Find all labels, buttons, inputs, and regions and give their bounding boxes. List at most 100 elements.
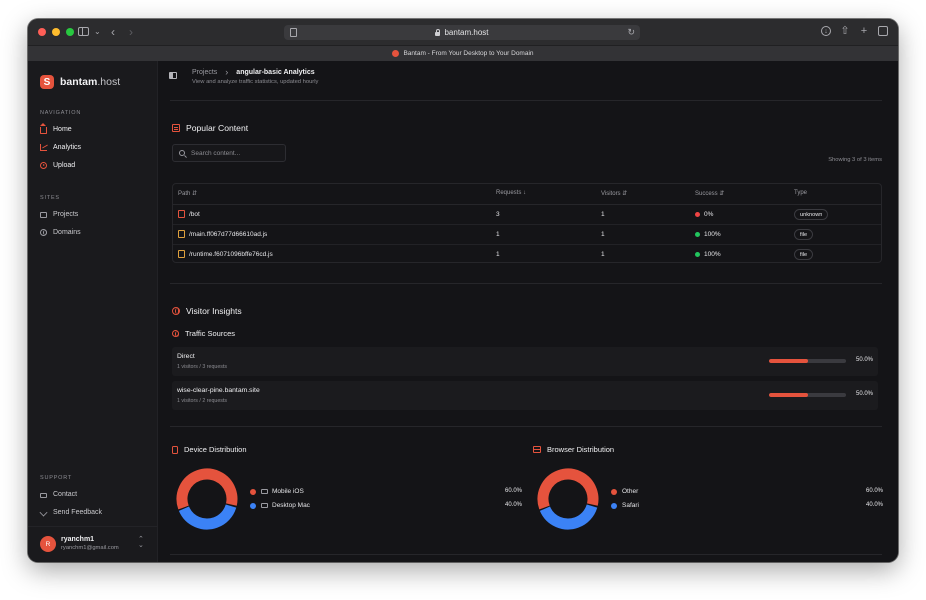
file-icon xyxy=(178,250,185,258)
column-type: Type xyxy=(794,190,808,196)
device-distribution-title: Device Distribution xyxy=(184,445,247,454)
globe-icon xyxy=(40,229,47,236)
close-window-button[interactable] xyxy=(38,28,46,36)
table-row[interactable]: /runtime.f6071096bffe76cd.js 1 1 100% fi… xyxy=(173,245,881,262)
monitor-icon xyxy=(261,489,268,494)
sort-desc-icon: ↓ xyxy=(523,190,527,196)
brand-suffix: .host xyxy=(97,76,121,88)
chevron-right-icon: › xyxy=(225,67,229,77)
sidebar-item-domains[interactable]: Domains xyxy=(40,229,81,236)
sidebar-item-label: Contact xyxy=(53,491,78,498)
home-icon xyxy=(40,123,47,134)
window-controls xyxy=(38,28,74,36)
reload-icon[interactable]: ↻ xyxy=(627,27,635,37)
new-tab-icon[interactable]: + xyxy=(860,25,868,37)
sidebar: S bantam.host NAVIGATION Home Analytics … xyxy=(28,61,158,562)
source-progress-fill xyxy=(769,359,808,363)
status-dot-icon xyxy=(695,231,700,237)
legend-percent: 60.0% xyxy=(865,488,883,494)
url-text: bantam.host xyxy=(444,28,489,37)
minimize-window-button[interactable] xyxy=(52,28,60,36)
user-name: ryanchm1 xyxy=(61,536,95,543)
type-badge: file xyxy=(794,249,814,260)
browser-distribution-heading: Browser Distribution xyxy=(533,445,614,454)
legend-dot-icon xyxy=(250,503,256,509)
divider xyxy=(170,283,882,284)
search-box[interactable] xyxy=(172,144,286,162)
column-path[interactable]: Path ⇵ xyxy=(178,191,198,197)
source-name: wise-clear-pine.bantam.site xyxy=(177,387,260,394)
source-percent: 50.0% xyxy=(855,357,873,363)
type-badge: unknown xyxy=(794,209,829,220)
breadcrumb-projects[interactable]: Projects xyxy=(192,69,218,76)
legend-item-mobile-ios: Mobile iOS 60.0% xyxy=(250,487,522,497)
column-success[interactable]: Success ⇵ xyxy=(695,191,725,197)
search-input[interactable] xyxy=(191,149,281,157)
popular-content-table: Path ⇵ Requests ↓ Visitors ⇵ Success ⇵ T… xyxy=(172,183,882,263)
send-icon xyxy=(39,508,48,517)
divider xyxy=(170,100,882,101)
sidebar-item-label: Home xyxy=(53,126,72,133)
cell-visitors: 1 xyxy=(601,211,605,218)
traffic-source-site: wise-clear-pine.bantam.site 1 visitors /… xyxy=(172,381,878,410)
chevron-down-icon[interactable]: ⌄ xyxy=(94,27,101,36)
cell-path: /bot xyxy=(189,211,200,218)
back-button[interactable]: ‹ xyxy=(111,25,115,39)
brand-logo[interactable]: S bantam.host xyxy=(40,75,120,89)
zoom-window-button[interactable] xyxy=(66,28,74,36)
section-label-support: SUPPORT xyxy=(40,475,73,481)
section-label-navigation: NAVIGATION xyxy=(40,110,82,116)
tab-overview-icon[interactable] xyxy=(878,26,888,36)
globe-icon xyxy=(172,307,180,315)
sidebar-item-upload[interactable]: Upload xyxy=(40,162,75,169)
mail-icon xyxy=(40,493,47,498)
device-donut-chart xyxy=(176,468,238,530)
column-requests[interactable]: Requests ↓ xyxy=(496,190,527,196)
sidebar-item-contact[interactable]: Contact xyxy=(40,491,77,498)
sidebar-item-send-feedback[interactable]: Send Feedback xyxy=(39,508,102,517)
source-progress xyxy=(769,359,846,363)
address-bar[interactable]: bantam.host ↻ xyxy=(284,25,640,40)
cell-requests: 3 xyxy=(496,211,500,218)
donut-slice-safari xyxy=(537,468,599,530)
file-icon xyxy=(178,230,185,238)
status-dot-icon xyxy=(695,211,700,217)
source-progress xyxy=(769,393,846,397)
browser-sidebar-icon[interactable] xyxy=(78,27,89,36)
device-distribution: Device Distribution Mobile iOS 60.0% Des… xyxy=(172,445,522,535)
sidebar-item-projects[interactable]: Projects xyxy=(40,211,78,218)
section-label-sites: SITES xyxy=(40,195,60,201)
upload-icon xyxy=(40,162,47,169)
toggle-sidebar-icon[interactable] xyxy=(169,72,177,79)
forward-button[interactable]: › xyxy=(129,25,133,39)
device-distribution-heading: Device Distribution xyxy=(172,445,247,454)
sidebar-item-analytics[interactable]: Analytics xyxy=(40,144,81,151)
sidebar-item-home[interactable]: Home xyxy=(40,123,72,134)
traffic-source-direct: Direct 1 visitors / 3 requests 50.0% xyxy=(172,347,878,376)
browser-donut-chart xyxy=(537,468,599,530)
browser-window: ⌄ ‹ › bantam.host ↻ ↓ ⇧ + Bantam - From … xyxy=(28,19,898,562)
table-header: Path ⇵ Requests ↓ Visitors ⇵ Success ⇵ T… xyxy=(173,184,881,205)
column-visitors[interactable]: Visitors ⇵ xyxy=(601,191,628,197)
main-content: Projects › angular-basic Analytics View … xyxy=(159,61,898,562)
share-icon[interactable]: ⇧ xyxy=(840,25,850,37)
table-row[interactable]: /bot 3 1 0% unknown xyxy=(173,205,881,225)
search-icon xyxy=(179,150,185,156)
browser-distribution-title: Browser Distribution xyxy=(547,445,615,454)
table-row[interactable]: /main.ff067d77d66610ad.js 1 1 100% file xyxy=(173,225,881,245)
legend-dot-icon xyxy=(611,503,617,509)
cell-visitors: 1 xyxy=(601,251,605,258)
file-icon xyxy=(178,210,185,218)
download-icon[interactable]: ↓ xyxy=(821,26,831,36)
user-menu[interactable]: R ryanchm1 ryanchm1@gmail.com ⌃ ⌄ xyxy=(28,526,158,562)
tab-title[interactable]: Bantam - From Your Desktop to Your Domai… xyxy=(403,50,534,57)
cell-success: 0% xyxy=(695,211,713,218)
page-icon xyxy=(290,28,297,37)
traffic-sources-heading: Traffic Sources xyxy=(172,329,235,338)
browser-icon xyxy=(533,446,541,453)
chevron-up-down-icon[interactable]: ⌃ ⌄ xyxy=(138,536,144,549)
favicon-icon xyxy=(392,50,400,57)
legend-percent: 40.0% xyxy=(504,502,522,508)
globe-icon xyxy=(172,330,179,337)
browser-toolbar: ⌄ ‹ › bantam.host ↻ ↓ ⇧ + xyxy=(28,19,898,45)
